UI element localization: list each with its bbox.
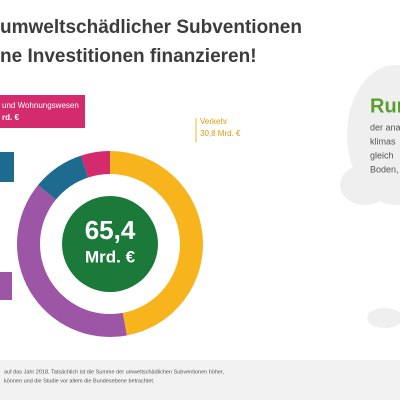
side-text: Boden, [370, 164, 399, 174]
footer-band [0, 360, 400, 400]
donut [16, 151, 203, 337]
label-box [0, 152, 14, 182]
donut-segment [38, 155, 89, 200]
label-box [0, 272, 12, 300]
category-label: Verkehr [200, 117, 228, 126]
annotation: rd. € [2, 113, 19, 122]
donut-segment [16, 185, 127, 337]
center-circle [62, 196, 158, 292]
donut-segment [81, 151, 110, 178]
label-box [0, 95, 85, 128]
title-line: umweltschädlicher Subventionen [0, 17, 302, 38]
side-text: gleich [370, 150, 394, 160]
title-line: ne Investitionen finanzieren! [0, 46, 257, 67]
cloud [340, 65, 400, 328]
footer-text: können und die Studie vor allem die Bund… [4, 378, 155, 384]
value-label: 30,8 Mrd. € [200, 129, 241, 138]
side-heading: Run [370, 95, 400, 117]
donut-segment [110, 151, 203, 336]
side-text: der ana [370, 122, 400, 132]
total: 65,4 [85, 215, 136, 245]
total-unit: Mrd. € [85, 247, 136, 266]
side-text: klimas [370, 136, 396, 146]
footer-text: auf das Jahr 2018. Tatsächlich ist die S… [4, 369, 225, 375]
category-label: und Wohnungswesen [2, 101, 79, 110]
